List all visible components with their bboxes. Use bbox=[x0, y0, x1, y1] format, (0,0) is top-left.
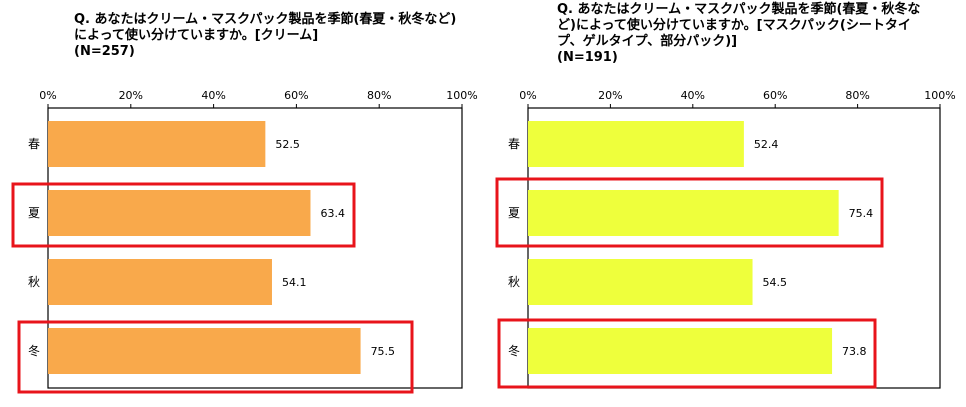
category-label: 夏 bbox=[508, 206, 520, 220]
tick-label: 80% bbox=[367, 89, 391, 102]
bar-0 bbox=[528, 121, 744, 167]
chart-title-mask: Q. あなたはクリーム・マスクパック製品を季節(春夏・秋冬な ど)によって使い分… bbox=[557, 2, 921, 65]
value-label: 75.4 bbox=[849, 207, 874, 220]
highlight-box bbox=[497, 318, 877, 389]
bar-1 bbox=[48, 190, 311, 236]
category-label: 夏 bbox=[28, 206, 40, 220]
tick-label: 80% bbox=[845, 89, 869, 102]
tick-label: 100% bbox=[446, 89, 477, 102]
value-label: 63.4 bbox=[320, 207, 345, 220]
category-label: 冬 bbox=[508, 343, 520, 358]
value-label: 52.4 bbox=[754, 138, 779, 151]
tick-label: 0% bbox=[519, 89, 536, 102]
category-label: 春 bbox=[508, 137, 520, 151]
value-label: 54.5 bbox=[763, 276, 788, 289]
category-label: 秋 bbox=[508, 275, 520, 289]
value-label: 75.5 bbox=[371, 345, 396, 358]
category-label: 冬 bbox=[28, 343, 40, 358]
bar-3 bbox=[528, 328, 833, 374]
highlight-box bbox=[495, 177, 884, 248]
tick-label: 20% bbox=[119, 89, 143, 102]
tick-label: 60% bbox=[284, 89, 308, 102]
chart-panel-cream: Q. あなたはクリーム・マスクパック製品を季節(春夏・秋冬など) によって使い分… bbox=[11, 12, 478, 394]
bar-2 bbox=[48, 259, 272, 305]
category-label: 秋 bbox=[28, 275, 40, 289]
value-label: 73.8 bbox=[842, 345, 867, 358]
highlight-box bbox=[17, 320, 414, 394]
chart-panel-mask: Q. あなたはクリーム・マスクパック製品を季節(春夏・秋冬な ど)によって使い分… bbox=[483, 0, 966, 407]
value-label: 52.5 bbox=[275, 138, 300, 151]
bar-2 bbox=[528, 259, 753, 305]
category-label: 春 bbox=[28, 137, 40, 151]
plot-frame bbox=[47, 107, 463, 389]
value-label: 54.1 bbox=[282, 276, 307, 289]
bar-1 bbox=[528, 190, 839, 236]
tick-label: 100% bbox=[924, 89, 955, 102]
chart-title-cream: Q. あなたはクリーム・マスクパック製品を季節(春夏・秋冬など) によって使い分… bbox=[74, 12, 457, 59]
tick-label: 20% bbox=[598, 89, 622, 102]
tick-label: 60% bbox=[763, 89, 787, 102]
bar-chart-cream: 0% 20% 40% 60% 80% 100% 52.5 春 63.4 夏 54.1 秋 75.5 冬 bbox=[11, 89, 478, 394]
tick-label: 40% bbox=[681, 89, 705, 102]
bar-chart-mask: 0% 20% 40% 60% 80% 100% 52.4 春 75.4 夏 54.5 秋 73.8 冬 bbox=[495, 89, 956, 389]
bar-0 bbox=[48, 121, 266, 167]
highlight-box bbox=[11, 182, 356, 248]
tick-label: 0% bbox=[39, 89, 56, 102]
bar-3 bbox=[48, 328, 361, 374]
tick-label: 40% bbox=[201, 89, 225, 102]
